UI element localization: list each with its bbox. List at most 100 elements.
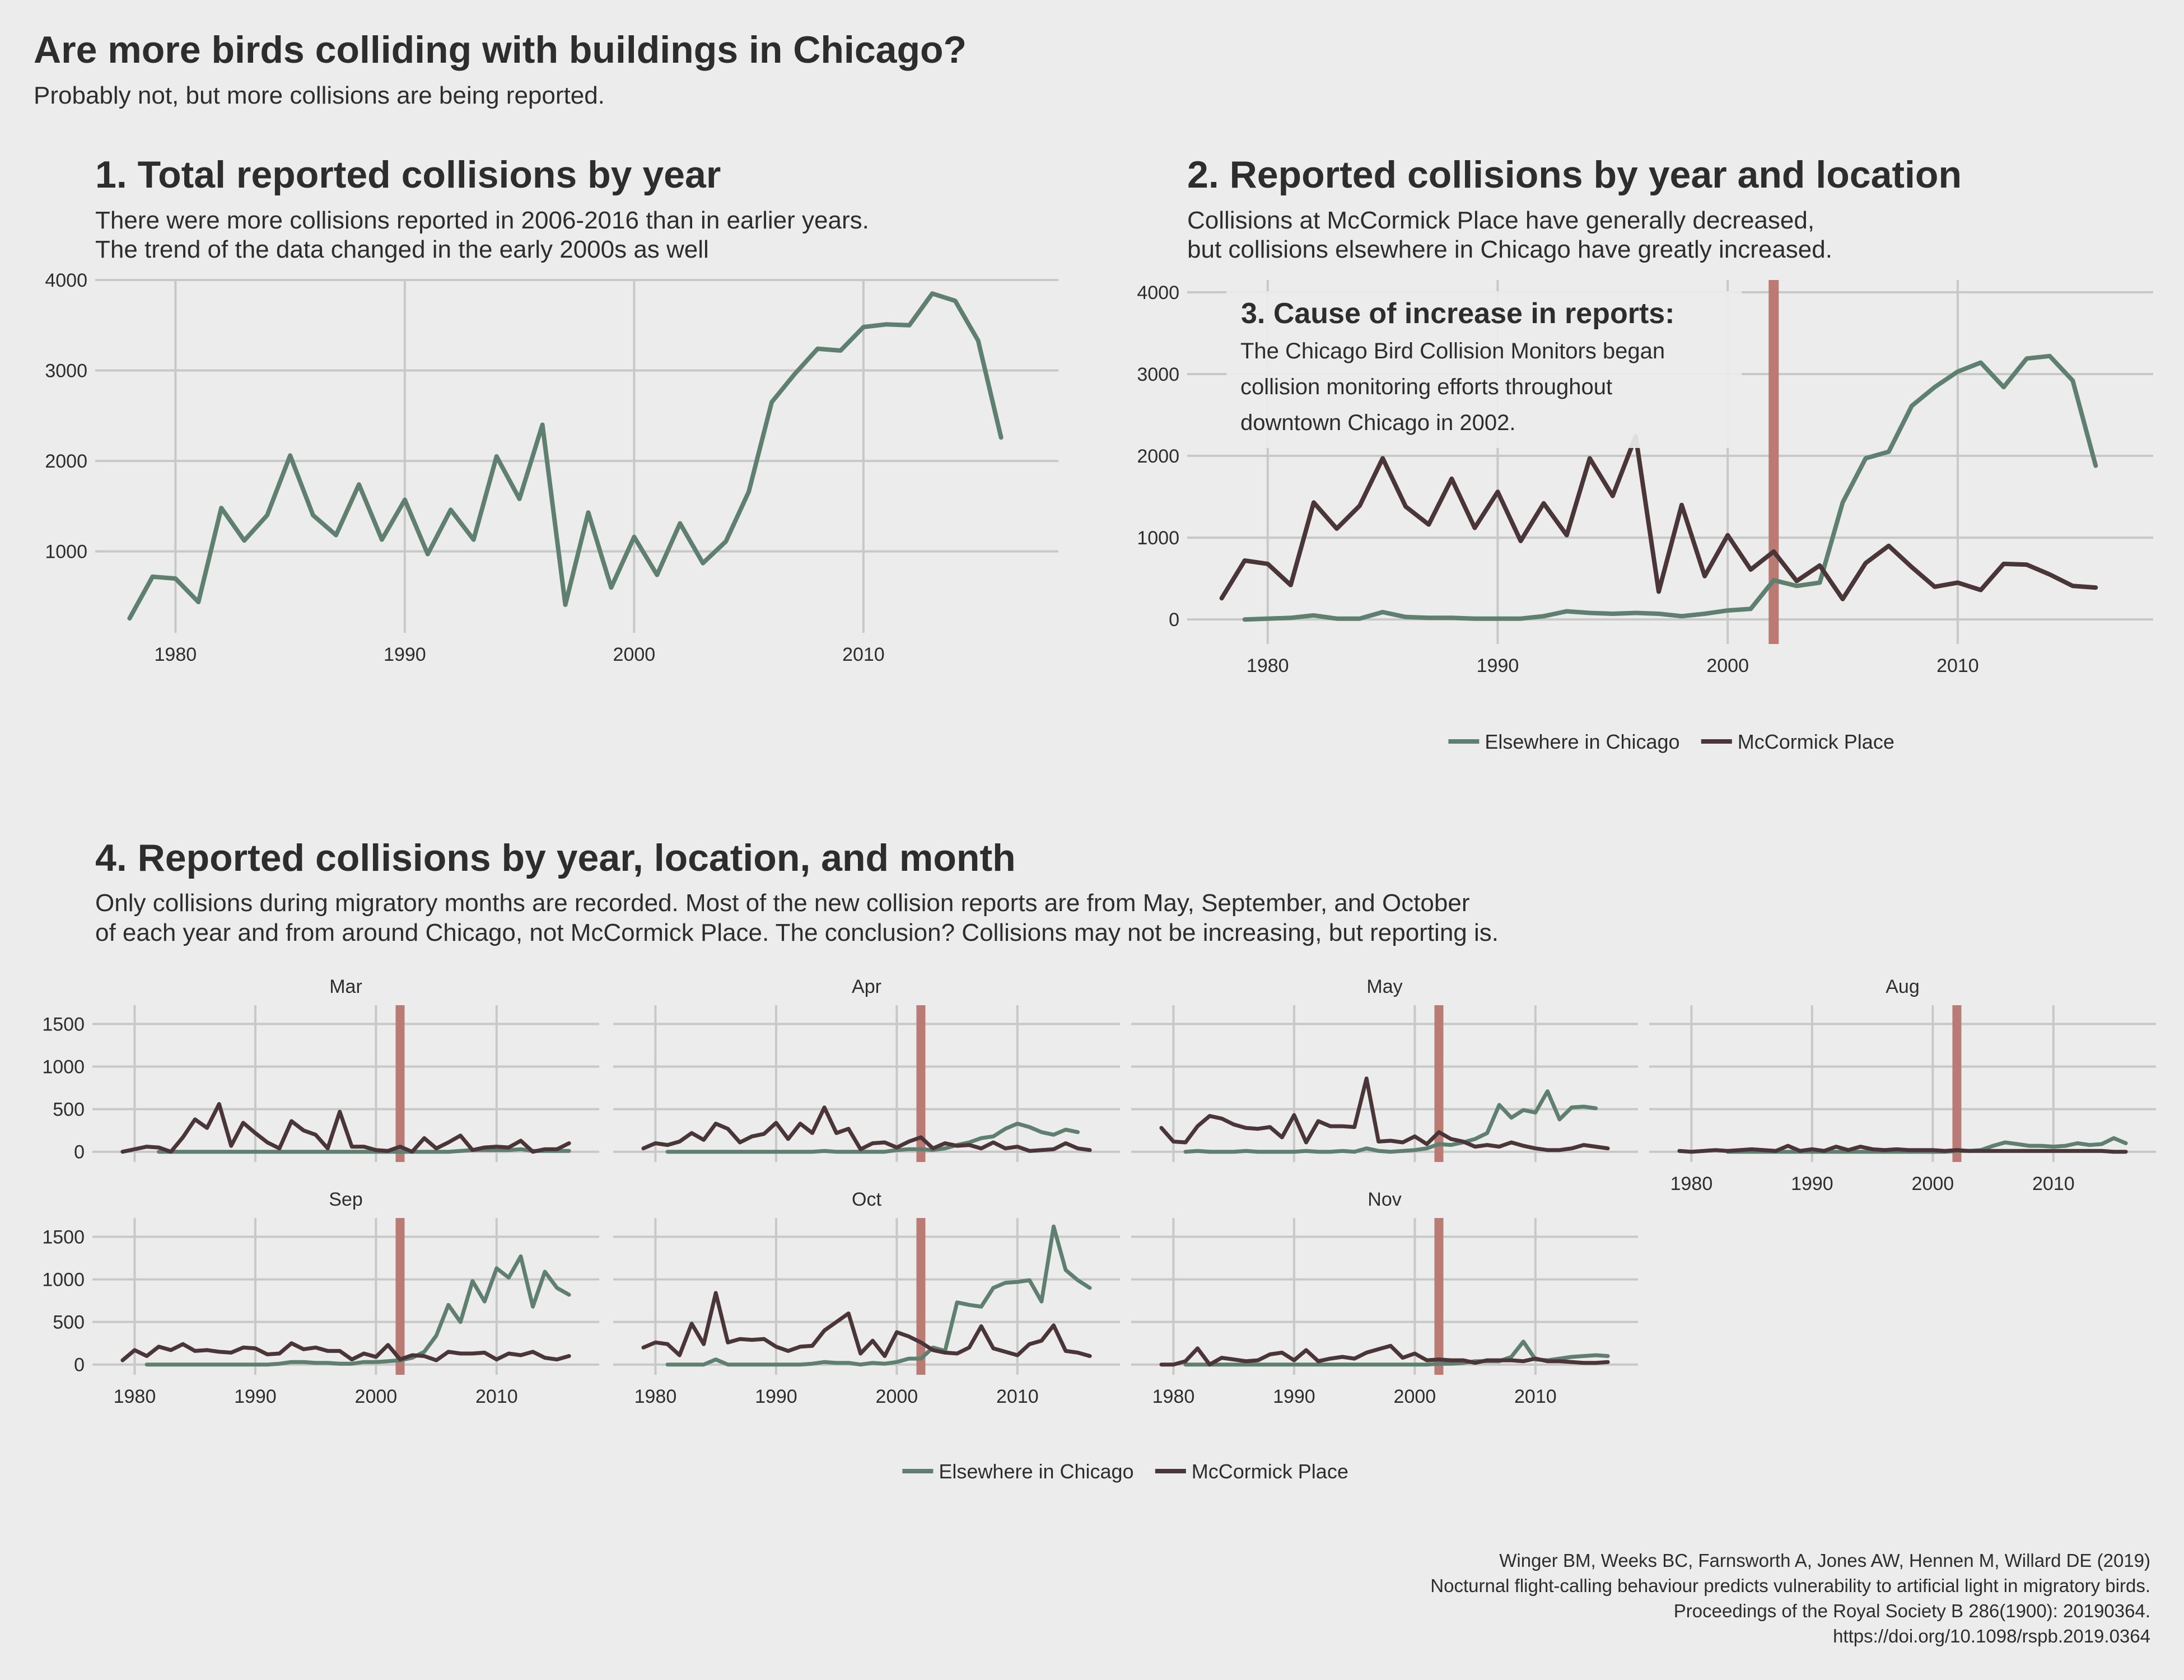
legend-label-mccormick: McCormick Place bbox=[1192, 1460, 1348, 1483]
facet-nov-x-tick-label: 1980 bbox=[1152, 1386, 1195, 1407]
facet-mar-line-elsewhere bbox=[157, 1147, 571, 1154]
annotation-line: collision monitoring efforts throughout bbox=[1240, 375, 1612, 399]
panel1-title: 1. Total reported collisions by year bbox=[95, 153, 721, 196]
panel1-subtitle-line1: There were more collisions reported in 2… bbox=[95, 207, 869, 234]
facet-nov-label: Nov bbox=[1368, 1189, 1401, 1210]
facet-mar-y-tick-label: 1500 bbox=[42, 1014, 85, 1035]
panel2-y-tick-label: 3000 bbox=[1137, 364, 1179, 385]
facet-sep-x-tick-label: 2000 bbox=[355, 1386, 398, 1407]
facet-aug-x-tick-label: 2000 bbox=[1912, 1173, 1954, 1194]
facet-sep-plot: 0 500 1000 1500 1980 1990 2000 2010 bbox=[42, 1218, 599, 1407]
facet-may-plot bbox=[1131, 1005, 1638, 1162]
facet-oct-x-tick-label: 1980 bbox=[634, 1386, 677, 1407]
facet-mar-label: Mar bbox=[329, 976, 362, 997]
facet-mar-y-tick-label: 1000 bbox=[42, 1057, 85, 1078]
panel1-y-tick-label: 1000 bbox=[45, 542, 87, 563]
facet-sep-y-tick-label: 0 bbox=[74, 1355, 85, 1376]
legend: Elsewhere in Chicago McCormick Place bbox=[902, 1460, 1348, 1483]
annotation-background bbox=[1226, 291, 1742, 448]
annotation-line: downtown Chicago in 2002. bbox=[1240, 410, 1515, 435]
caption-line1: Winger BM, Weeks BC, Farnsworth A, Jones… bbox=[1499, 1550, 2150, 1571]
facet-aug-x-tick-label: 1990 bbox=[1791, 1173, 1833, 1194]
panel4-subtitle-line1: Only collisions during migratory months … bbox=[95, 889, 1469, 917]
facet-nov-line-mccormick bbox=[1159, 1343, 1610, 1367]
panel2-subtitle-line2: but collisions elsewhere in Chicago have… bbox=[1187, 236, 1832, 263]
facet-mar-y-tick-label: 0 bbox=[74, 1142, 85, 1163]
main-subtitle: Probably not, but more collisions are be… bbox=[34, 82, 605, 109]
panel1-y-tick-label: 3000 bbox=[45, 361, 87, 382]
facet-sep-line-mccormick bbox=[120, 1341, 571, 1362]
facet-mar-plot: 0 500 1000 1500 bbox=[42, 1005, 599, 1163]
panel4-subtitle-line2: of each year and from around Chicago, no… bbox=[95, 919, 1499, 946]
facet-nov-plot: 1980 1990 2000 2010 bbox=[1131, 1218, 1638, 1407]
legend-label-elsewhere: Elsewhere in Chicago bbox=[1485, 730, 1679, 753]
panel2-y-tick-label: 1000 bbox=[1137, 528, 1179, 549]
panel2-line-elsewhere bbox=[1242, 353, 2098, 622]
panel1-subtitle-line2: The trend of the data changed in the ear… bbox=[95, 236, 709, 263]
panel2-x-tick-label: 1980 bbox=[1247, 655, 1289, 676]
annotation-title: 3. Cause of increase in reports: bbox=[1241, 297, 1675, 330]
panel1-x-tick-label: 1980 bbox=[155, 644, 197, 665]
facet-sep-label: Sep bbox=[329, 1189, 363, 1210]
facet-oct-x-tick-label: 2000 bbox=[876, 1386, 918, 1407]
facet-oct-x-tick-label: 1990 bbox=[755, 1386, 797, 1407]
facet-apr-line-mccormick bbox=[641, 1105, 1092, 1153]
facet-aug-plot: 1980 1990 2000 2010 bbox=[1649, 1005, 2156, 1194]
panel2-x-tick-label: 2010 bbox=[1936, 655, 1979, 676]
panel2-subtitle-line1: Collisions at McCormick Place have gener… bbox=[1187, 207, 1814, 234]
panel2-x-tick-label: 2000 bbox=[1706, 655, 1749, 676]
facet-nov-x-tick-label: 2010 bbox=[1514, 1386, 1557, 1407]
facet-apr-label: Apr bbox=[852, 976, 881, 997]
facet-mar-y-tick-label: 500 bbox=[53, 1099, 85, 1121]
facet-nov-x-tick-label: 1990 bbox=[1273, 1386, 1315, 1407]
panel1-plot: 1000 2000 3000 4000 1980 1990 2000 2010 bbox=[45, 270, 1058, 665]
panel2-annotation: 3. Cause of increase in reports: The Chic… bbox=[1226, 291, 1742, 448]
facet-aug-line-mccormick bbox=[1677, 1144, 2128, 1154]
panel4-title: 4. Reported collisions by year, location… bbox=[95, 837, 1016, 879]
main-title: Are more birds colliding with buildings … bbox=[34, 29, 967, 71]
panel2-y-tick-label: 4000 bbox=[1137, 282, 1179, 304]
legend-label-mccormick: McCormick Place bbox=[1738, 730, 1894, 753]
facet-oct-plot: 1980 1990 2000 2010 bbox=[613, 1218, 1120, 1407]
facet-sep-x-tick-label: 1990 bbox=[234, 1386, 277, 1407]
panel1-y-tick-label: 2000 bbox=[45, 451, 87, 472]
facet-oct-label: Oct bbox=[852, 1189, 881, 1210]
panel2-title: 2. Reported collisions by year and locat… bbox=[1187, 153, 1962, 196]
panel1-x-tick-label: 2010 bbox=[842, 644, 885, 665]
panel1-x-tick-label: 1990 bbox=[384, 644, 426, 665]
caption-line4: https://doi.org/10.1098/rspb.2019.0364 bbox=[1833, 1626, 2150, 1646]
panel2-plot: 0 1000 2000 3000 4000 1980 1990 2000 2010 bbox=[1137, 280, 2153, 676]
facet-sep-y-tick-label: 500 bbox=[53, 1312, 85, 1333]
panel1-line-elsewhere bbox=[127, 291, 1004, 621]
facet-sep-x-tick-label: 2010 bbox=[475, 1386, 518, 1407]
panel2-y-tick-label: 0 bbox=[1169, 609, 1179, 631]
panel2-x-tick-label: 1990 bbox=[1477, 655, 1519, 676]
facet-sep-line-elsewhere bbox=[144, 1254, 571, 1367]
facet-aug-label: Aug bbox=[1886, 976, 1920, 997]
facet-sep-y-tick-label: 1500 bbox=[42, 1226, 85, 1248]
facet-oct-line-elsewhere bbox=[665, 1224, 1092, 1367]
facet-sep-y-tick-label: 1000 bbox=[42, 1270, 85, 1291]
panel1-x-tick-label: 2000 bbox=[613, 644, 656, 665]
facet-may-line-mccormick bbox=[1159, 1076, 1610, 1152]
facet-sep-x-tick-label: 1980 bbox=[114, 1386, 156, 1407]
facet-aug-x-tick-label: 1980 bbox=[1670, 1173, 1713, 1194]
facet-apr-line-elsewhere bbox=[665, 1122, 1080, 1154]
facet-mar-line-mccormick bbox=[120, 1102, 571, 1154]
facet-may-label: May bbox=[1366, 976, 1402, 997]
facet-oct-x-tick-label: 2010 bbox=[996, 1386, 1039, 1407]
caption-line3: Proceedings of the Royal Society B 286(1… bbox=[1674, 1600, 2150, 1621]
facet-nov-x-tick-label: 2000 bbox=[1394, 1386, 1436, 1407]
panel2-y-tick-label: 2000 bbox=[1137, 446, 1179, 467]
facet-apr-plot bbox=[613, 1005, 1120, 1162]
facet-oct-line-mccormick bbox=[641, 1291, 1092, 1358]
caption-line2: Nocturnal flight-calling behaviour predi… bbox=[1430, 1575, 2150, 1596]
legend-label-elsewhere: Elsewhere in Chicago bbox=[939, 1460, 1133, 1483]
annotation-line: The Chicago Bird Collision Monitors bega… bbox=[1240, 339, 1665, 363]
legend: Elsewhere in Chicago McCormick Place bbox=[1448, 730, 1894, 753]
facet-aug-x-tick-label: 2010 bbox=[2032, 1173, 2075, 1194]
panel1-y-tick-label: 4000 bbox=[45, 270, 87, 291]
panel2-line-mccormick bbox=[1219, 434, 2098, 601]
facet-may-line-elsewhere bbox=[1183, 1089, 1598, 1154]
